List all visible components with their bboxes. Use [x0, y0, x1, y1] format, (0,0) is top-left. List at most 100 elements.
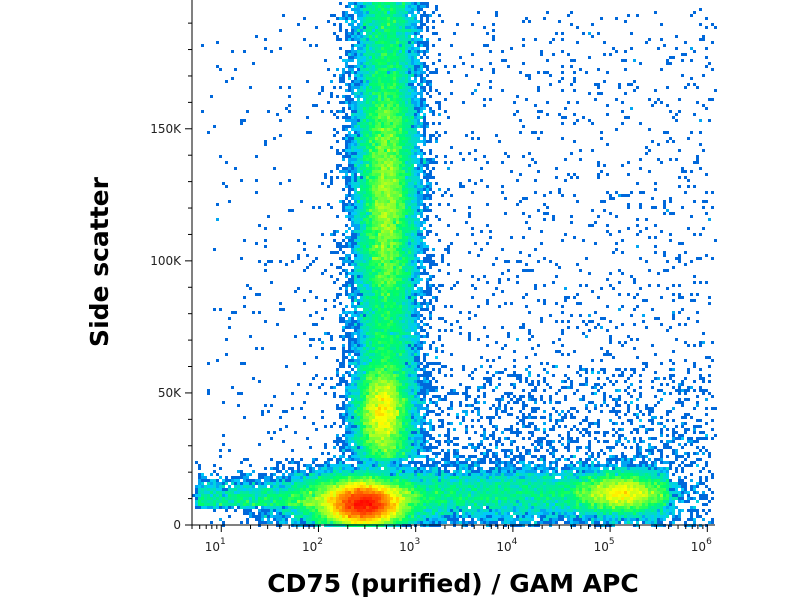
- event-cell: [411, 149, 414, 152]
- event-cell: [432, 191, 435, 194]
- event-cell: [429, 230, 432, 233]
- event-cell: [423, 107, 426, 110]
- event-cell: [387, 362, 390, 365]
- event-cell: [426, 230, 429, 233]
- event-cell: [369, 119, 372, 122]
- event-cell: [390, 236, 393, 239]
- event-cell: [423, 131, 426, 134]
- event-cell: [600, 386, 603, 389]
- event-cell: [552, 215, 555, 218]
- event-cell: [402, 167, 405, 170]
- event-cell: [372, 38, 375, 41]
- event-cell: [618, 395, 621, 398]
- event-cell: [387, 371, 390, 374]
- event-cell: [654, 245, 657, 248]
- event-cell: [411, 362, 414, 365]
- event-cell: [345, 89, 348, 92]
- event-cell: [366, 401, 369, 404]
- event-cell: [330, 206, 333, 209]
- event-cell: [378, 152, 381, 155]
- event-cell: [660, 383, 663, 386]
- event-cell: [657, 98, 660, 101]
- event-cell: [441, 350, 444, 353]
- event-cell: [363, 344, 366, 347]
- event-cell: [402, 20, 405, 23]
- event-cell: [435, 137, 438, 140]
- event-cell: [390, 386, 393, 389]
- event-cell: [369, 380, 372, 383]
- event-cell: [417, 200, 420, 203]
- event-cell: [384, 239, 387, 242]
- event-cell: [624, 20, 627, 23]
- event-cell: [390, 290, 393, 293]
- event-cell: [396, 119, 399, 122]
- event-cell: [414, 353, 417, 356]
- event-cell: [420, 374, 423, 377]
- event-cell: [351, 113, 354, 116]
- event-cell: [417, 161, 420, 164]
- event-cell: [561, 38, 564, 41]
- event-cell: [561, 65, 564, 68]
- event-cell: [381, 110, 384, 113]
- event-cell: [405, 272, 408, 275]
- event-cell: [345, 176, 348, 179]
- event-cell: [642, 299, 645, 302]
- event-cell: [702, 206, 705, 209]
- event-cell: [393, 200, 396, 203]
- event-cell: [327, 203, 330, 206]
- event-cell: [387, 317, 390, 320]
- event-cell: [357, 212, 360, 215]
- event-cell: [522, 323, 525, 326]
- event-cell: [372, 245, 375, 248]
- event-cell: [399, 215, 402, 218]
- event-cell: [372, 317, 375, 320]
- event-cell: [408, 83, 411, 86]
- event-cell: [411, 221, 414, 224]
- event-cell: [543, 218, 546, 221]
- event-cell: [372, 215, 375, 218]
- event-cell: [414, 59, 417, 62]
- event-cell: [411, 140, 414, 143]
- event-cell: [384, 206, 387, 209]
- event-cell: [366, 335, 369, 338]
- event-cell: [570, 383, 573, 386]
- event-cell: [411, 251, 414, 254]
- event-cell: [567, 353, 570, 356]
- event-cell: [297, 257, 300, 260]
- event-cell: [357, 284, 360, 287]
- event-cell: [624, 92, 627, 95]
- event-cell: [411, 59, 414, 62]
- event-cell: [411, 335, 414, 338]
- event-cell: [318, 92, 321, 95]
- event-cell: [447, 245, 450, 248]
- event-cell: [573, 296, 576, 299]
- event-cell: [273, 167, 276, 170]
- event-cell: [393, 170, 396, 173]
- event-cell: [372, 377, 375, 380]
- event-cell: [558, 20, 561, 23]
- event-cell: [351, 68, 354, 71]
- event-cell: [408, 170, 411, 173]
- event-cell: [408, 113, 411, 116]
- event-cell: [390, 293, 393, 296]
- event-cell: [255, 191, 258, 194]
- event-cell: [387, 80, 390, 83]
- event-cell: [396, 395, 399, 398]
- event-cell: [417, 332, 420, 335]
- event-cell: [375, 365, 378, 368]
- event-cell: [378, 380, 381, 383]
- event-cell: [390, 284, 393, 287]
- event-cell: [357, 62, 360, 65]
- event-cell: [405, 398, 408, 401]
- event-cell: [375, 98, 378, 101]
- event-cell: [369, 317, 372, 320]
- event-cell: [393, 260, 396, 263]
- event-cell: [378, 308, 381, 311]
- event-cell: [432, 122, 435, 125]
- event-cell: [354, 77, 357, 80]
- event-cell: [513, 359, 516, 362]
- event-cell: [618, 368, 621, 371]
- event-cell: [417, 98, 420, 101]
- event-cell: [351, 179, 354, 182]
- event-cell: [408, 317, 411, 320]
